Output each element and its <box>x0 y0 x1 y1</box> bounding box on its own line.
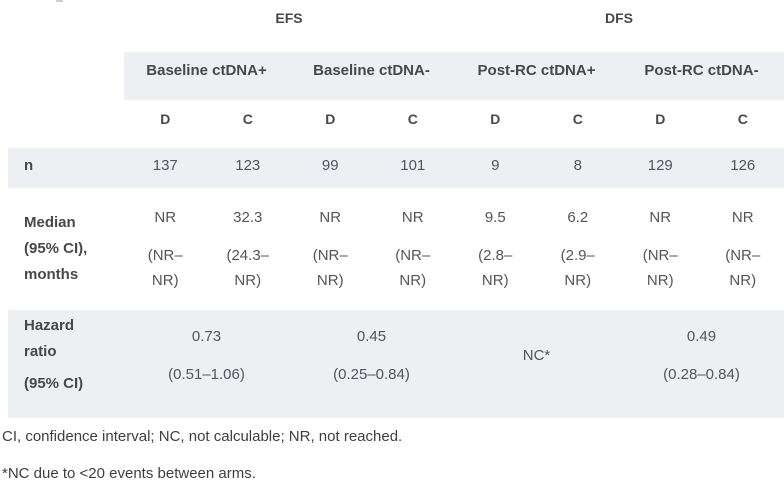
nc-asterisk-footnote: *NC due to <20 events between arms. <box>2 465 256 482</box>
median-cell: NR (NR– NR) <box>395 209 431 289</box>
results-table: EFS DFS Baseline ctDNA+ Baseline ctDNA- … <box>8 0 784 418</box>
median-row: Median (95% CI), months NR (NR– NR) 32.3… <box>8 188 784 310</box>
col-group-postrc-ctdna-pos: Post-RC ctDNA+ <box>454 52 619 100</box>
col-group-baseline-ctdna-pos: Baseline ctDNA+ <box>124 52 289 100</box>
n-value: 8 <box>573 157 582 174</box>
col-group-baseline-ctdna-neg: Baseline ctDNA- <box>289 52 454 100</box>
n-value: 123 <box>235 157 261 174</box>
n-value: 137 <box>152 157 178 174</box>
arm-header: D <box>490 111 501 127</box>
median-cell: NR (NR– NR) <box>312 209 348 289</box>
col-group-postrc-ctdna-neg: Post-RC ctDNA- <box>619 52 784 100</box>
endpoint-efs-header: EFS <box>275 9 303 26</box>
arm-header: D <box>325 111 336 127</box>
arm-header: C <box>737 111 748 127</box>
median-cell: NR (NR– NR) <box>642 209 678 289</box>
hazard-row-label: Hazard ratio (95% CI) <box>24 317 84 392</box>
arm-header-row: D C D C D C D C <box>8 100 784 148</box>
median-cell: NR (NR– NR) <box>725 209 761 289</box>
arm-header: C <box>407 111 418 127</box>
endpoint-header-row: EFS DFS <box>8 0 784 40</box>
ctdna-group-header-row: Baseline ctDNA+ Baseline ctDNA- Post-RC … <box>8 52 784 100</box>
n-row: n 137 123 99 101 9 8 129 126 <box>8 148 784 188</box>
n-value: 99 <box>321 157 339 174</box>
hazard-cell: 0.49 (0.28–0.84) <box>663 327 740 383</box>
arm-header: C <box>242 111 253 127</box>
hazard-cell: NC* <box>522 346 551 364</box>
empty-label-cell <box>8 100 124 148</box>
empty-corner-cell <box>8 0 124 40</box>
n-value: 101 <box>400 157 426 174</box>
footnotes: CI, confidence interval; NC, not calcula… <box>2 427 784 484</box>
median-cell: 9.5 (2.8– NR) <box>478 209 513 289</box>
median-cell: NR (NR– NR) <box>147 209 183 289</box>
n-value: 129 <box>647 157 673 174</box>
hazard-ratio-row: Hazard ratio (95% CI) 0.73 (0.51–1.06) 0… <box>8 310 784 418</box>
hazard-cell: 0.45 (0.25–0.84) <box>333 327 410 383</box>
crop-artifact <box>56 0 63 2</box>
endpoint-dfs-header: DFS <box>605 9 633 26</box>
hazard-cell: 0.73 (0.51–1.06) <box>168 327 245 383</box>
median-cell: 6.2 (2.9– NR) <box>560 209 595 289</box>
arm-header: D <box>655 111 666 127</box>
arm-header: D <box>160 111 171 127</box>
n-row-label: n <box>24 157 34 174</box>
arm-header: C <box>572 111 583 127</box>
median-cell: 32.3 (24.3– NR) <box>226 209 270 289</box>
n-value: 126 <box>730 157 756 174</box>
n-value: 9 <box>491 157 500 174</box>
median-row-label: Median (95% CI), months <box>24 214 88 283</box>
empty-label-cell <box>8 52 124 100</box>
abbreviations-footnote: CI, confidence interval; NC, not calcula… <box>2 428 403 445</box>
